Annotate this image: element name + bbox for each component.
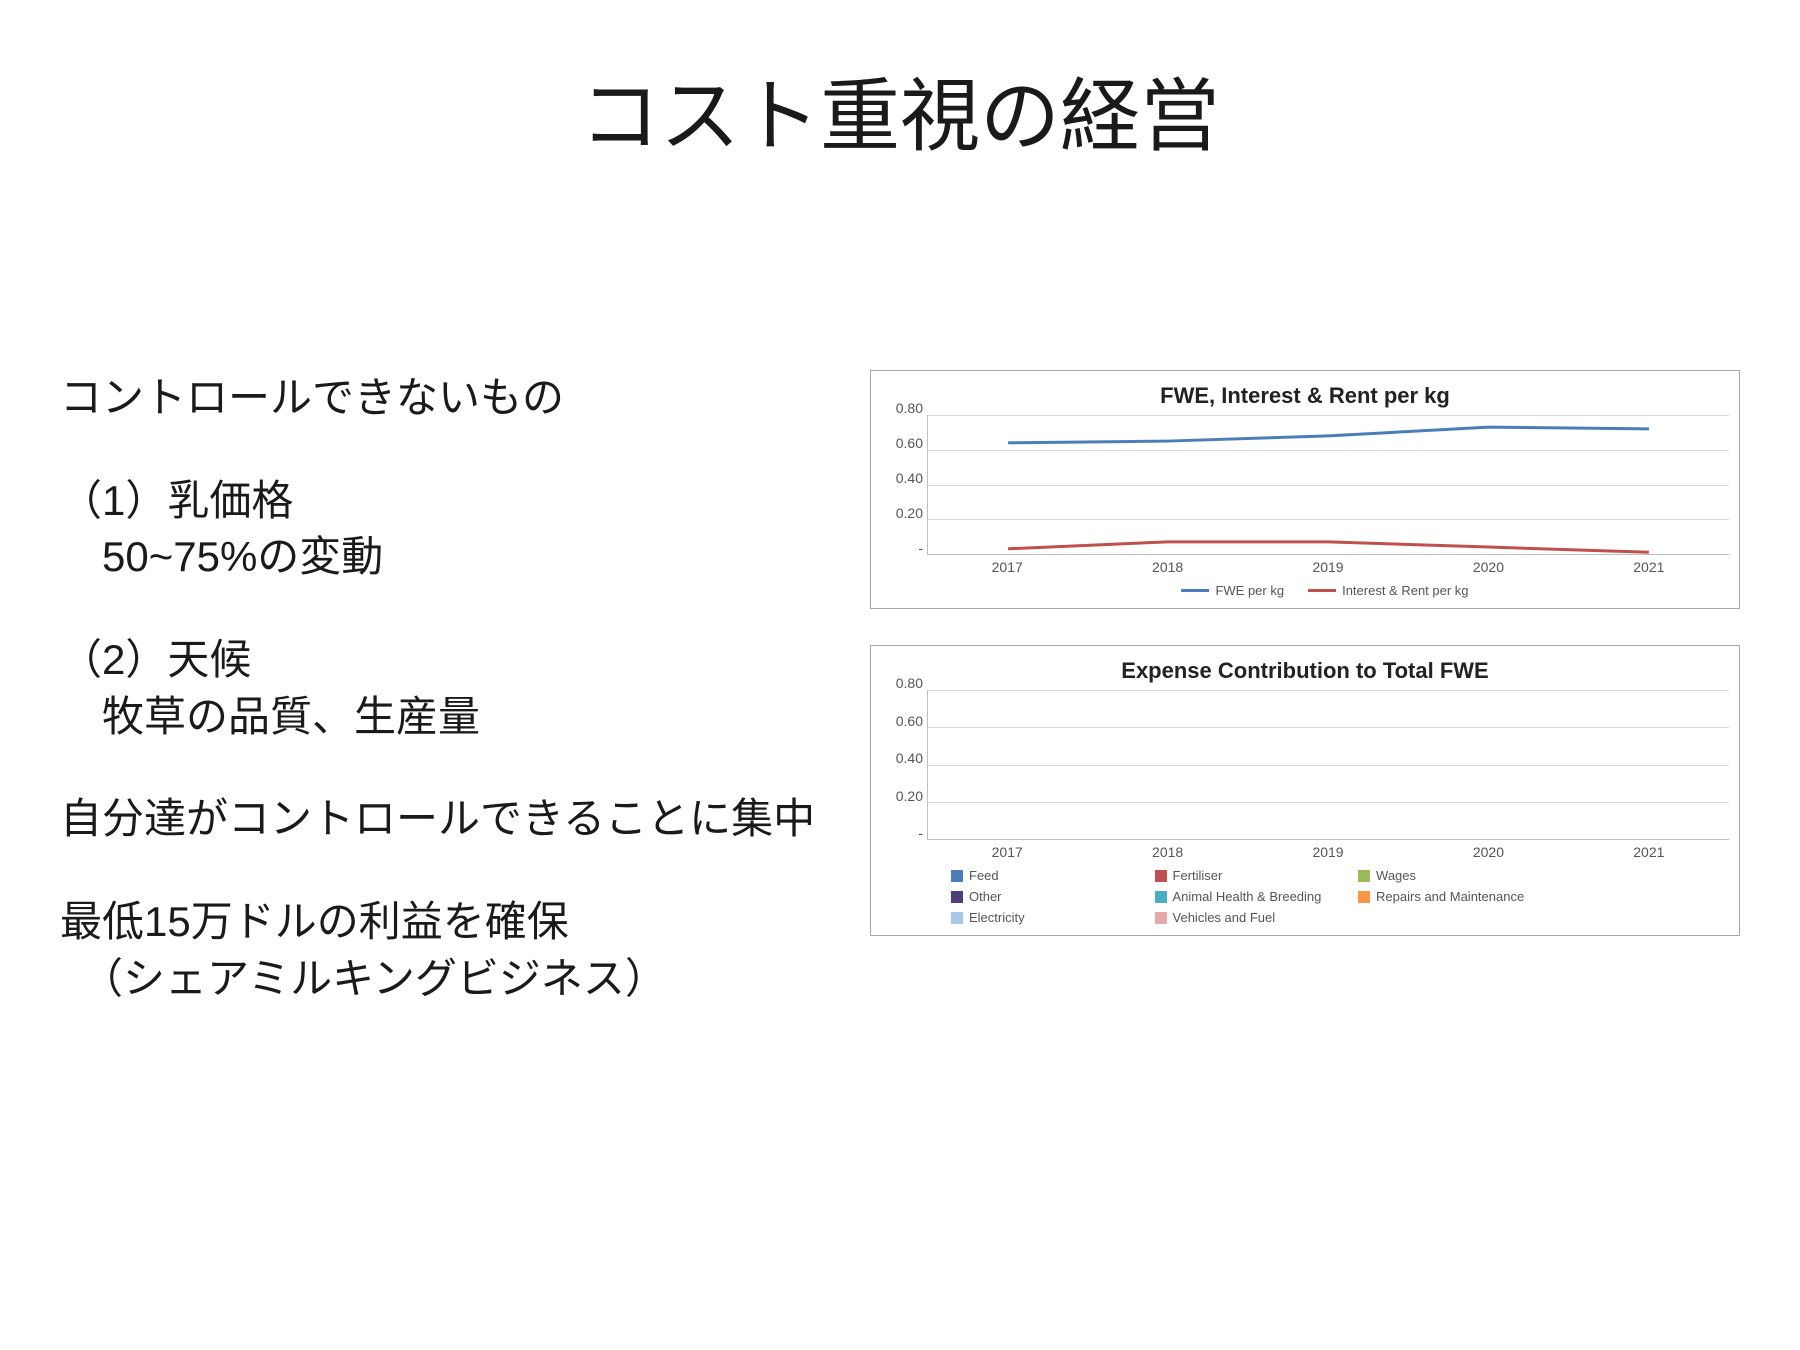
item2-line2: 牧草の品質、生産量 bbox=[60, 689, 880, 746]
legend-label: Wages bbox=[1376, 868, 1416, 883]
legend-item: Interest & Rent per kg bbox=[1308, 583, 1468, 598]
legend-item: Fertiliser bbox=[1155, 868, 1335, 883]
series-line bbox=[1008, 542, 1649, 552]
line-chart-legend: FWE per kg Interest & Rent per kg bbox=[951, 583, 1699, 598]
gridline bbox=[928, 727, 1729, 728]
legend-item: Wages bbox=[1358, 868, 1538, 883]
legend-label: Feed bbox=[969, 868, 999, 883]
line-chart-title: FWE, Interest & Rent per kg bbox=[881, 383, 1729, 409]
legend-item: Animal Health & Breeding bbox=[1155, 889, 1335, 904]
legend-item: Feed bbox=[951, 868, 1131, 883]
body-text: コントロールできないもの （1）乳価格 50~75%の変動 （2）天候 牧草の品… bbox=[60, 370, 880, 1008]
legend-swatch bbox=[1155, 870, 1167, 882]
series-line bbox=[1008, 427, 1649, 443]
line-chart-xaxis: 20172018201920202021 bbox=[927, 559, 1729, 575]
legend-label: Repairs and Maintenance bbox=[1376, 889, 1524, 904]
gridline bbox=[928, 519, 1729, 520]
legend-item: Repairs and Maintenance bbox=[1358, 889, 1538, 904]
profit-line1: 最低15万ドルの利益を確保 bbox=[60, 894, 880, 951]
line-chart: FWE, Interest & Rent per kg 0.800.600.40… bbox=[870, 370, 1740, 609]
legend-swatch bbox=[951, 891, 963, 903]
item1-line1: （1）乳価格 bbox=[60, 473, 880, 530]
xtick-label: 2020 bbox=[1408, 559, 1568, 575]
legend-item: FWE per kg bbox=[1181, 583, 1284, 598]
legend-label: Fertiliser bbox=[1173, 868, 1223, 883]
legend-label: Interest & Rent per kg bbox=[1342, 583, 1468, 598]
legend-label: Other bbox=[969, 889, 1002, 904]
legend-label: Animal Health & Breeding bbox=[1173, 889, 1322, 904]
item2-line1: （2）天候 bbox=[60, 632, 880, 689]
profit-line2: （シェアミルキングビジネス） bbox=[60, 951, 880, 1008]
gridline bbox=[928, 802, 1729, 803]
legend-swatch bbox=[1181, 589, 1209, 592]
legend-swatch bbox=[1358, 870, 1370, 882]
legend-swatch bbox=[1155, 912, 1167, 924]
xtick-label: 2018 bbox=[1087, 844, 1247, 860]
legend-swatch bbox=[951, 912, 963, 924]
xtick-label: 2019 bbox=[1248, 559, 1408, 575]
page-title: コスト重視の経営 bbox=[0, 52, 1800, 168]
legend-swatch bbox=[1155, 891, 1167, 903]
xtick-label: 2021 bbox=[1569, 844, 1729, 860]
legend-item: Electricity bbox=[951, 910, 1131, 925]
gridline bbox=[928, 485, 1729, 486]
legend-label: Electricity bbox=[969, 910, 1025, 925]
xtick-label: 2020 bbox=[1408, 844, 1568, 860]
item1-line2: 50~75%の変動 bbox=[60, 529, 880, 586]
legend-swatch bbox=[1358, 891, 1370, 903]
bar-chart-plot bbox=[927, 690, 1729, 840]
legend-item: Vehicles and Fuel bbox=[1155, 910, 1335, 925]
gridline bbox=[928, 765, 1729, 766]
legend-swatch bbox=[1308, 589, 1336, 592]
xtick-label: 2017 bbox=[927, 559, 1087, 575]
bar-chart-legend: Feed Fertiliser Wages Other Animal Health & … bbox=[951, 868, 1699, 925]
line-chart-plot bbox=[927, 415, 1729, 555]
charts-column: FWE, Interest & Rent per kg 0.800.600.40… bbox=[870, 370, 1740, 972]
focus-line: 自分達がコントロールできることに集中 bbox=[60, 791, 880, 848]
uncontrollable-heading: コントロールできないもの bbox=[60, 370, 880, 427]
xtick-label: 2017 bbox=[927, 844, 1087, 860]
xtick-label: 2021 bbox=[1569, 559, 1729, 575]
bar-chart-yaxis: 0.800.600.400.20- bbox=[881, 690, 927, 840]
xtick-label: 2019 bbox=[1248, 844, 1408, 860]
legend-label: FWE per kg bbox=[1215, 583, 1284, 598]
xtick-label: 2018 bbox=[1087, 559, 1247, 575]
bar-chart-xaxis: 20172018201920202021 bbox=[927, 844, 1729, 860]
gridline bbox=[928, 415, 1729, 416]
legend-label: Vehicles and Fuel bbox=[1173, 910, 1276, 925]
legend-swatch bbox=[951, 870, 963, 882]
line-chart-yaxis: 0.800.600.400.20- bbox=[881, 415, 927, 555]
bar-chart-title: Expense Contribution to Total FWE bbox=[881, 658, 1729, 684]
gridline bbox=[928, 690, 1729, 691]
legend-item: Other bbox=[951, 889, 1131, 904]
gridline bbox=[928, 450, 1729, 451]
bar-chart: Expense Contribution to Total FWE 0.800.… bbox=[870, 645, 1740, 936]
